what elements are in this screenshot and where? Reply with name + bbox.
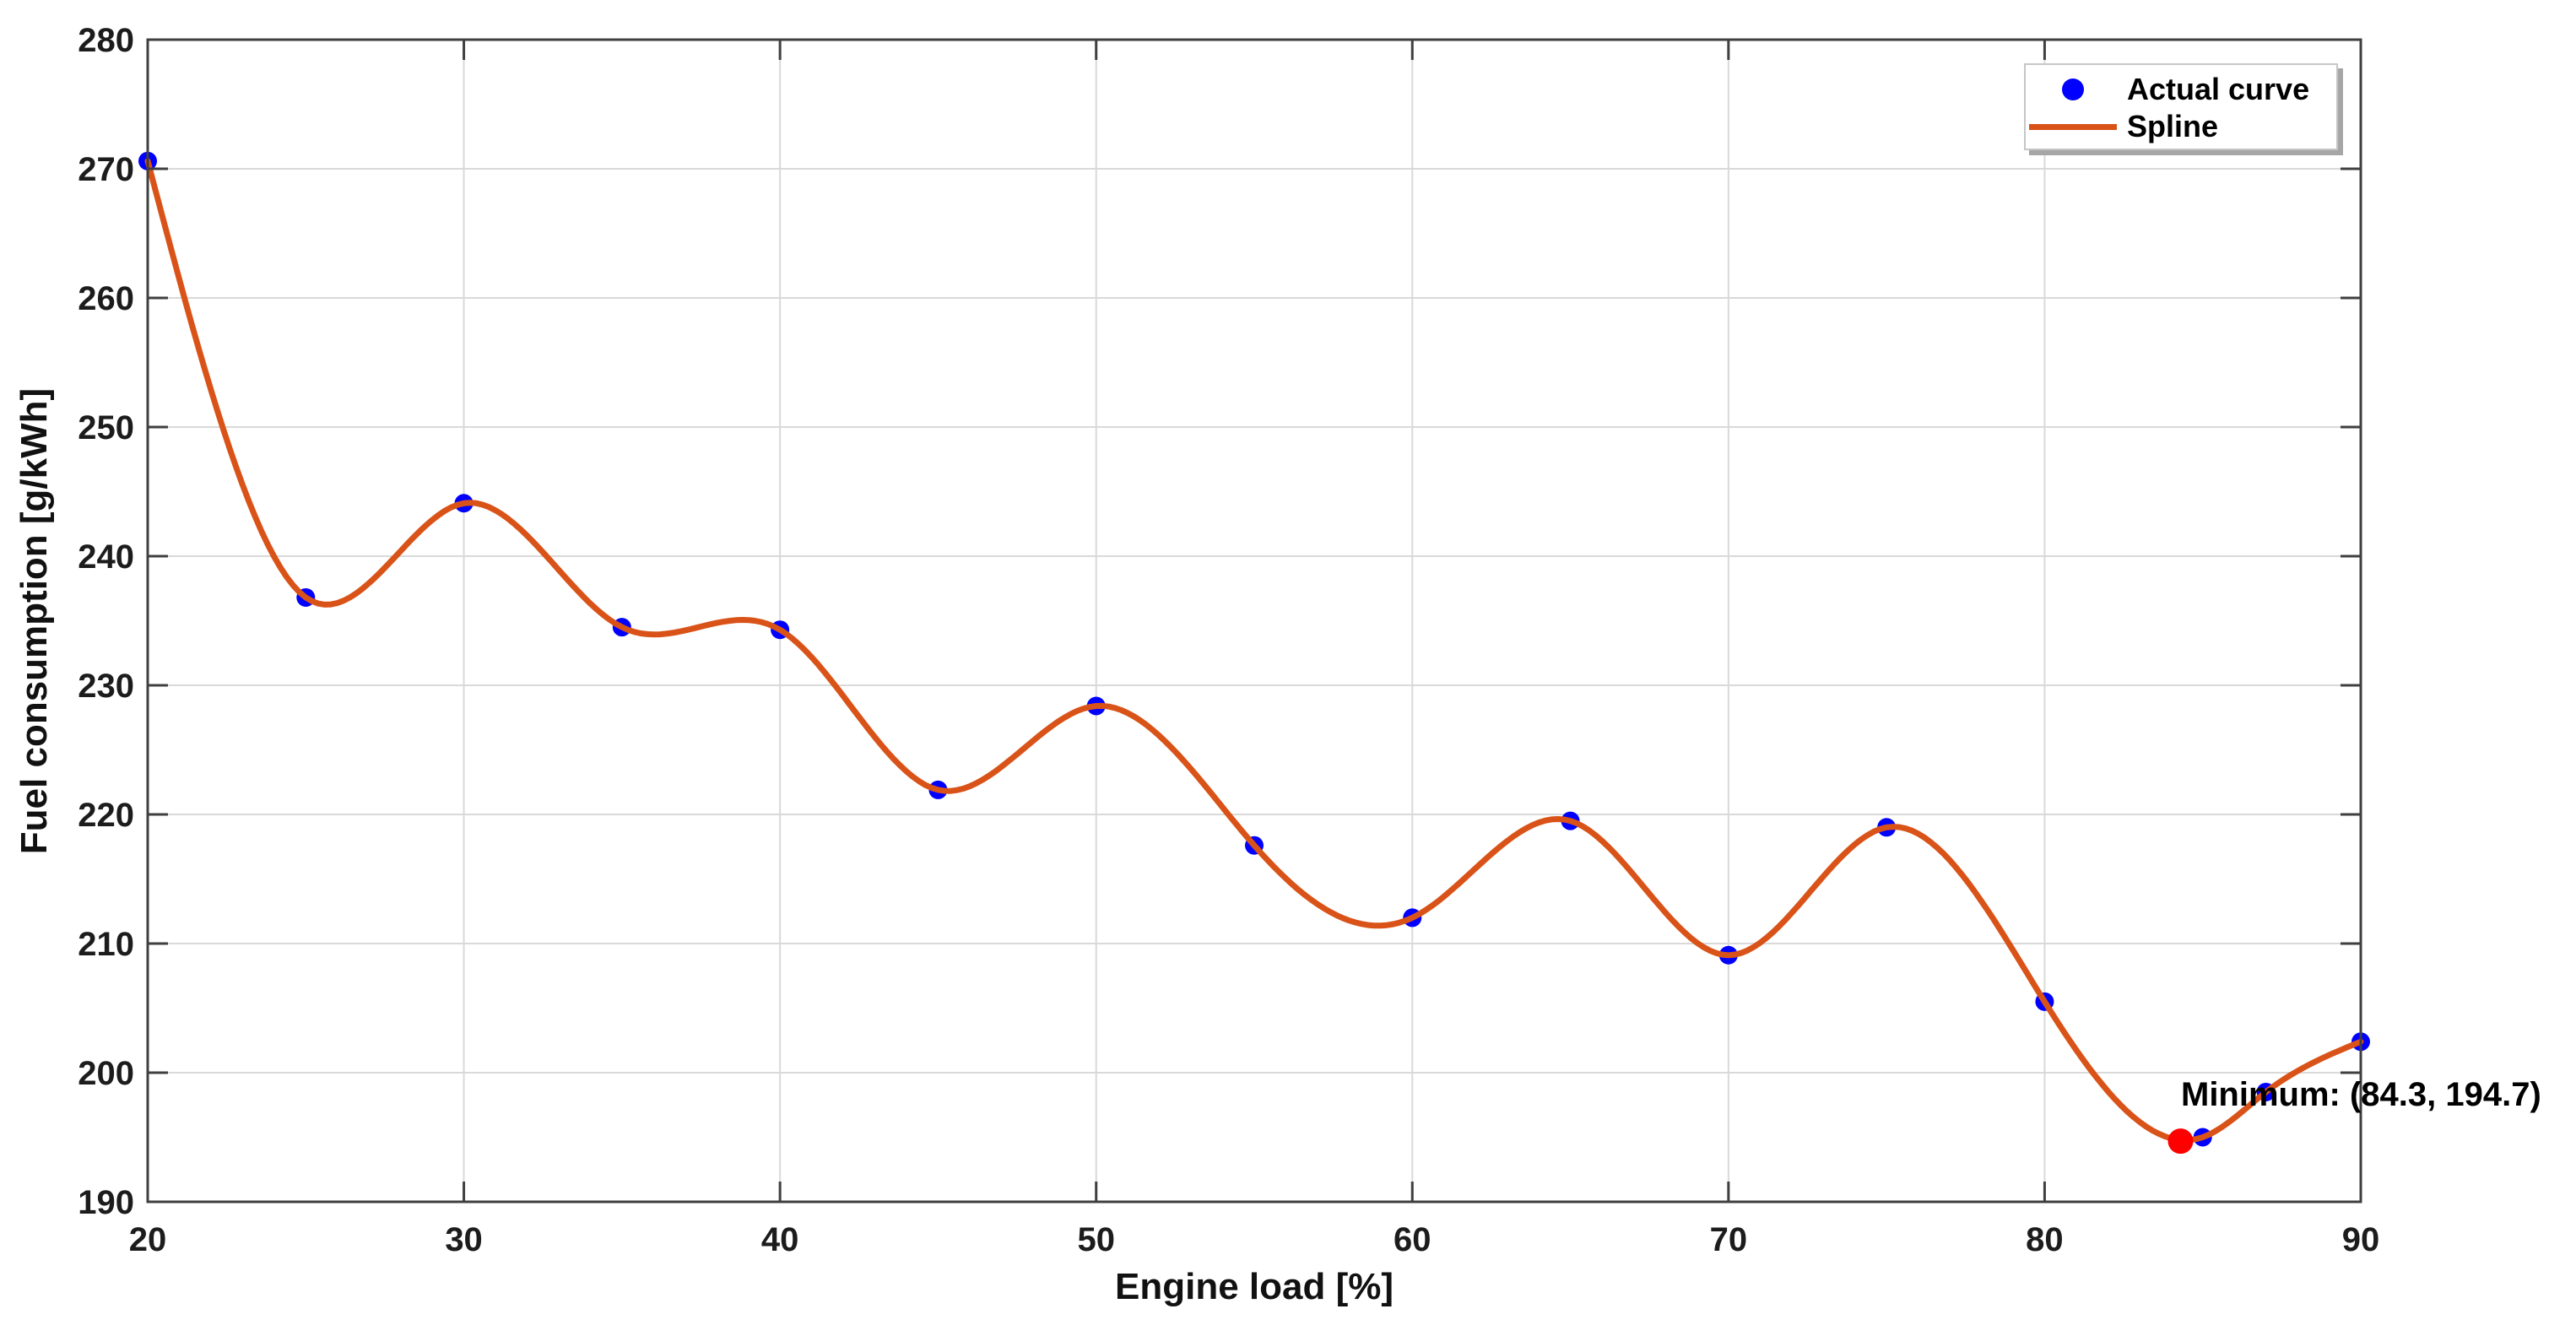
x-tick-label: 60 <box>1394 1221 1431 1258</box>
legend-item-actual-curve: Actual curve <box>2026 71 2336 108</box>
y-tick-label: 240 <box>78 538 134 576</box>
legend: Actual curve Spline <box>2024 63 2338 150</box>
legend-marker-zone <box>2026 123 2120 130</box>
minimum-annotation: Minimum: (84.3, 194.7) <box>2181 1076 2541 1113</box>
x-tick-label: 30 <box>445 1221 483 1258</box>
x-tick-label: 70 <box>1710 1221 1748 1258</box>
y-tick-label: 250 <box>78 409 134 446</box>
y-tick-label: 210 <box>78 926 134 963</box>
y-tick-label: 200 <box>78 1055 134 1092</box>
y-tick-label: 270 <box>78 151 134 188</box>
x-axis-label: Engine load [%] <box>1115 1266 1394 1307</box>
y-tick-label: 220 <box>78 797 134 834</box>
legend-label-spline: Spline <box>2127 109 2219 143</box>
spline-line-marker-icon <box>2029 123 2117 130</box>
y-tick-label: 230 <box>78 668 134 705</box>
x-tick-label: 80 <box>2026 1221 2064 1258</box>
x-tick-label: 50 <box>1077 1221 1115 1258</box>
y-tick-label: 190 <box>78 1184 134 1221</box>
x-tick-label: 90 <box>2342 1221 2380 1258</box>
legend-item-spline: Spline <box>2026 108 2336 145</box>
minimum-point <box>2167 1128 2194 1155</box>
y-tick-label: 260 <box>78 280 134 317</box>
blue-dot-marker-icon <box>2062 78 2084 100</box>
y-axis-label: Fuel consumption [g/kWh] <box>14 387 55 855</box>
spline-curve <box>144 158 2364 1144</box>
legend-label-actual-curve: Actual curve <box>2127 72 2310 106</box>
x-tick-label: 40 <box>761 1221 799 1258</box>
legend-marker-zone <box>2026 78 2120 100</box>
y-tick-label: 280 <box>78 22 134 59</box>
plot-box <box>146 38 2362 1203</box>
x-tick-label: 20 <box>129 1221 167 1258</box>
